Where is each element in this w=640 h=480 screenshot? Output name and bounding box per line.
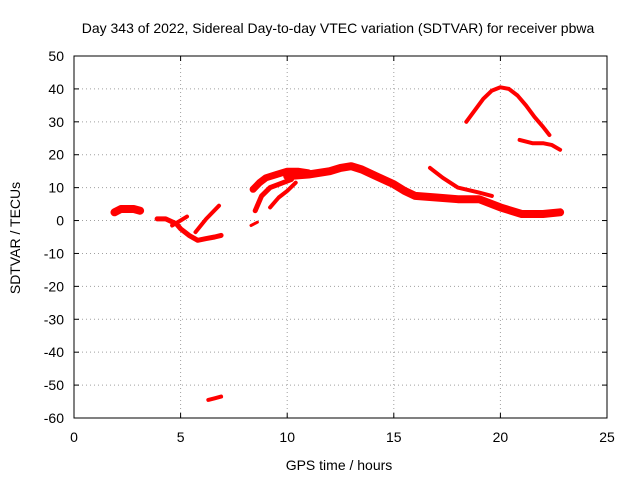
y-tick-label: 0	[56, 213, 64, 229]
data-series	[110, 85, 565, 402]
y-tick-label: -40	[44, 344, 64, 360]
x-tick-label: 10	[279, 429, 295, 445]
y-tick-label: 20	[48, 147, 64, 163]
series-lower-limb-8.6h	[252, 176, 294, 214]
y-tick-label: 50	[48, 48, 64, 64]
series-rising-9.5h	[268, 180, 298, 210]
series-upper-arc-8-11h	[249, 167, 312, 193]
x-tick-label: 5	[177, 429, 185, 445]
series-main-band	[283, 162, 565, 218]
series-tail-21h	[517, 137, 563, 152]
grid-lines	[74, 56, 607, 418]
axis-ticks: 0 5 10 15 20 25 -60 -50 -40 -30 -20 -10 0 10 20 30 40 50	[44, 48, 615, 445]
series-outlier-6.5h	[206, 394, 224, 402]
y-tick-label: 10	[48, 180, 64, 196]
plot-frame	[73, 55, 608, 419]
x-tick-label: 20	[493, 429, 509, 445]
series-segment-4-6h	[154, 216, 224, 243]
y-tick-label: -60	[44, 410, 64, 426]
y-tick-label: -10	[44, 245, 64, 261]
series-blob-2h	[110, 205, 145, 217]
x-tick-label: 15	[386, 429, 402, 445]
y-tick-label: -20	[44, 278, 64, 294]
series-dip-8.5h	[249, 220, 259, 227]
y-tick-label: 40	[48, 81, 64, 97]
series-arc-19-22h	[464, 85, 552, 137]
chart-title: Day 343 of 2022, Sidereal Day-to-day VTE…	[82, 20, 595, 36]
y-tick-label: -30	[44, 311, 64, 327]
series-rising-6h	[193, 203, 221, 235]
x-tick-label: 25	[599, 429, 615, 445]
y-axis-label: SDTVAR / TECUs	[7, 182, 23, 294]
x-tick-label: 0	[70, 429, 78, 445]
x-axis-label: GPS time / hours	[286, 457, 393, 473]
series-branch-17h	[428, 165, 494, 198]
y-tick-label: -50	[44, 377, 64, 393]
y-tick-label: 30	[48, 114, 64, 130]
series-rising-5h	[170, 214, 189, 228]
